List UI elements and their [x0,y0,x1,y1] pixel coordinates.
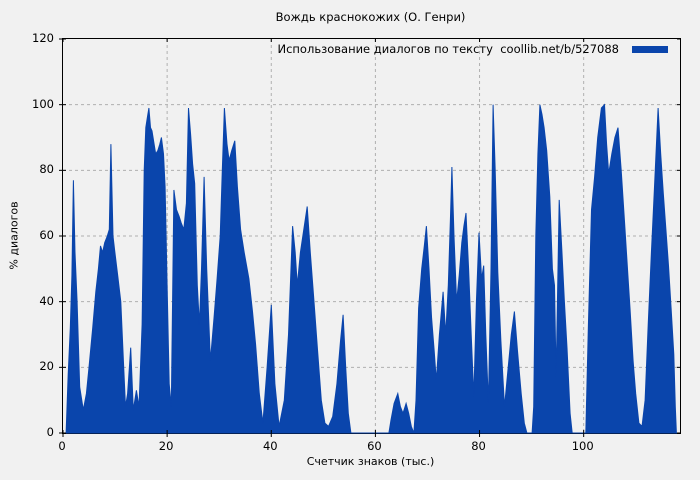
plot-area: Использование диалогов по тексту coollib… [59,38,681,437]
x-axis-label: Счетчик знаков (тыс.) [306,455,435,468]
chart-title: Вождь краснокожих (О. Генри) [275,10,466,24]
y-tick-label: 80 [39,162,54,177]
x-tick-label: 40 [262,439,278,453]
x-tick-label: 80 [471,439,486,453]
x-tick-label: 0 [58,439,66,453]
chart-svg [59,38,680,437]
y-tick-label: 0 [46,425,54,439]
legend-label: Использование диалогов по тексту coollib… [277,42,619,56]
y-tick-label: 120 [32,31,54,45]
x-tick-label: 100 [571,439,594,453]
y-tick-label: 100 [32,96,54,111]
area-series [65,103,680,434]
y-tick-label: 60 [39,228,54,242]
x-tick-label: 60 [367,439,382,453]
legend-swatch [632,45,668,53]
y-tick-label: 20 [39,359,54,374]
legend: Использование диалогов по тексту coollib… [277,42,668,56]
x-tick-label: 20 [158,439,174,453]
y-tick-label: 40 [39,293,54,308]
